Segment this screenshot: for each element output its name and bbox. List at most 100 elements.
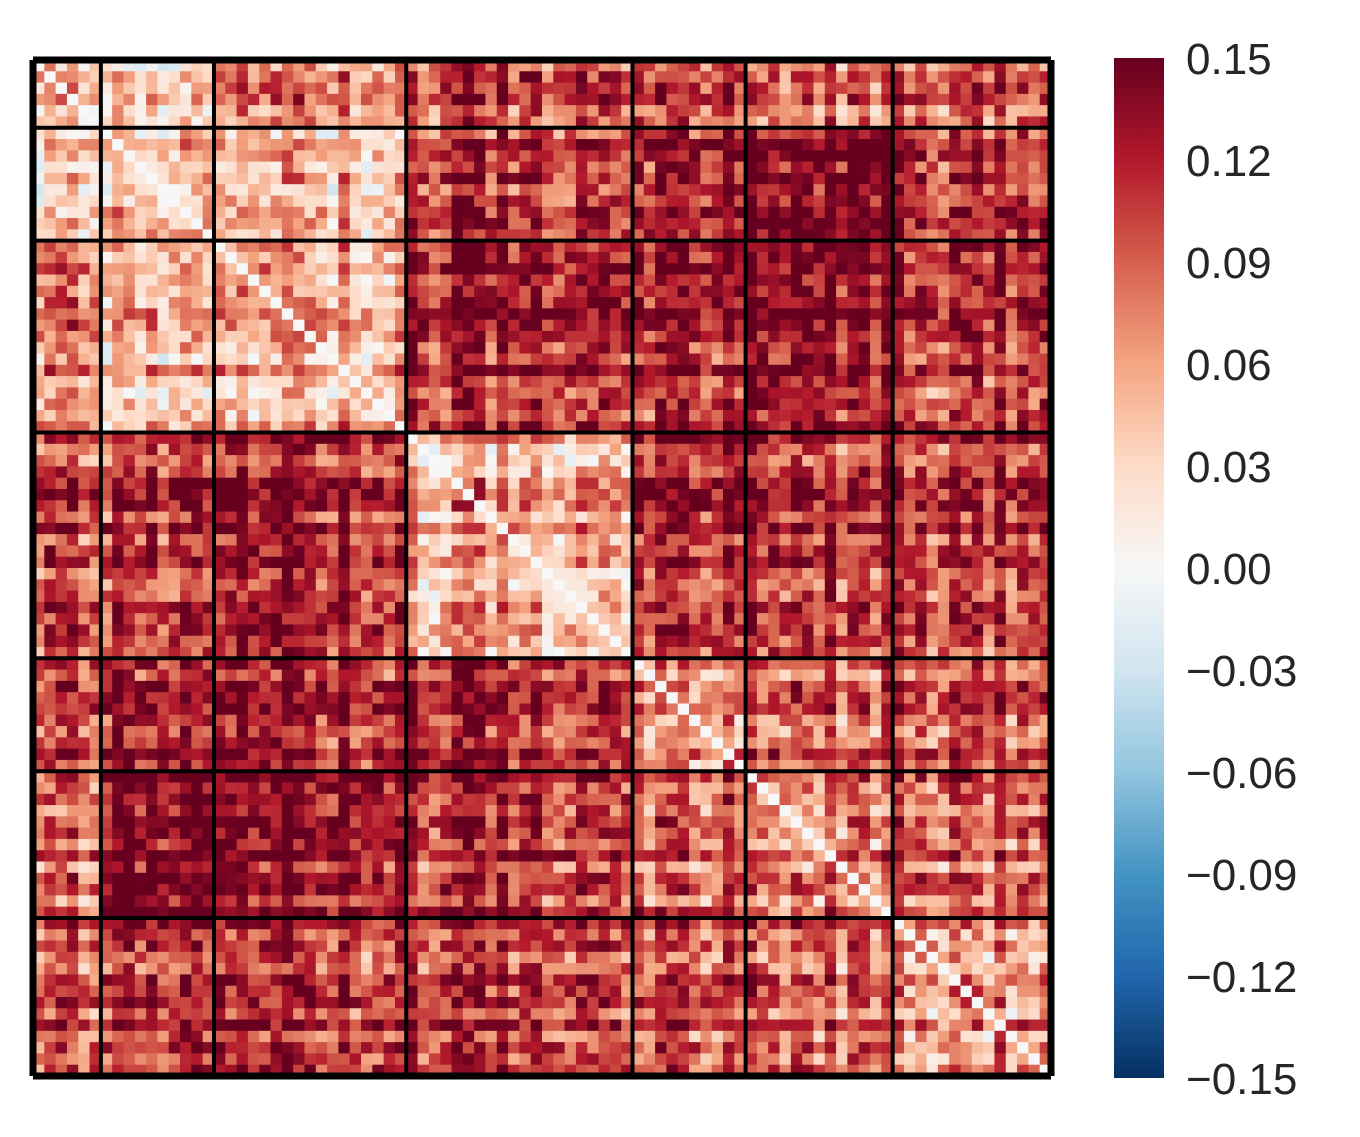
- heatmap-cell: [575, 342, 588, 355]
- heatmap-cell: [813, 229, 826, 242]
- heatmap-cell: [78, 82, 91, 95]
- heatmap-cell: [926, 139, 939, 151]
- heatmap-cell: [609, 522, 622, 535]
- heatmap-cell: [949, 161, 962, 174]
- heatmap-cell: [100, 488, 113, 501]
- heatmap-cell: [496, 127, 509, 140]
- heatmap-cell: [666, 297, 679, 309]
- heatmap-cell: [44, 421, 57, 434]
- heatmap-cell: [474, 161, 487, 174]
- heatmap-cell: [756, 398, 769, 411]
- heatmap-cell: [587, 534, 600, 547]
- heatmap-cell: [44, 274, 57, 287]
- heatmap-cell: [870, 240, 882, 253]
- heatmap-cell: [790, 488, 803, 501]
- heatmap-cell: [293, 82, 306, 95]
- heatmap-cell: [1039, 500, 1052, 513]
- heatmap-cell: [304, 511, 317, 524]
- heatmap-cell: [870, 601, 882, 614]
- heatmap-cell: [134, 308, 147, 321]
- heatmap-cell: [689, 432, 701, 445]
- heatmap-cell: [315, 421, 328, 434]
- heatmap-cell: [994, 60, 1007, 72]
- heatmap-cell: [983, 545, 996, 558]
- heatmap-cell: [361, 488, 373, 501]
- heatmap-cell: [281, 568, 294, 580]
- heatmap-cell: [677, 635, 690, 648]
- heatmap-cell: [564, 172, 577, 185]
- heatmap-cell: [89, 568, 102, 580]
- heatmap-cell: [779, 421, 792, 434]
- heatmap-cell: [1017, 590, 1029, 603]
- heatmap-cell: [191, 568, 204, 580]
- heatmap-cell: [55, 387, 68, 400]
- heatmap-cell: [293, 590, 306, 603]
- heatmap-cell: [689, 624, 701, 637]
- heatmap-cell: [768, 71, 781, 84]
- heatmap-cell: [1039, 658, 1052, 671]
- heatmap-cell: [293, 409, 306, 422]
- heatmap-cell: [881, 647, 894, 659]
- heatmap-cell: [700, 116, 713, 129]
- heatmap-cell: [779, 330, 792, 343]
- heatmap-cell: [89, 455, 102, 467]
- heatmap-cell: [406, 184, 419, 197]
- heatmap-cell: [485, 82, 498, 95]
- heatmap-cell: [824, 172, 837, 185]
- heatmap-cell: [315, 466, 328, 479]
- heatmap-cell: [858, 545, 871, 558]
- heatmap-cell: [926, 93, 939, 106]
- heatmap-cell: [722, 613, 735, 626]
- heatmap-cell: [496, 455, 509, 467]
- heatmap-cell: [949, 534, 962, 547]
- heatmap-cell: [575, 590, 588, 603]
- heatmap-cell: [870, 139, 882, 151]
- heatmap-cell: [213, 308, 226, 321]
- heatmap-cell: [553, 263, 566, 276]
- heatmap-cell: [813, 116, 826, 129]
- heatmap-cell: [406, 534, 419, 547]
- heatmap-cell: [790, 613, 803, 626]
- heatmap-cell: [349, 500, 362, 513]
- heatmap-cell: [790, 522, 803, 535]
- heatmap-cell: [338, 229, 351, 242]
- heatmap-cell: [802, 342, 815, 355]
- heatmap-cell: [134, 364, 147, 377]
- heatmap-cell: [643, 60, 656, 72]
- heatmap-cell: [66, 488, 79, 501]
- heatmap-cell: [553, 511, 566, 524]
- heatmap-cell: [971, 522, 984, 535]
- heatmap-cell: [247, 635, 260, 648]
- heatmap-cell: [428, 669, 441, 682]
- heatmap-cell: [689, 60, 701, 72]
- heatmap-cell: [553, 624, 566, 637]
- heatmap-cell: [55, 624, 68, 637]
- heatmap-cell: [1028, 274, 1041, 287]
- heatmap-cell: [485, 432, 498, 445]
- heatmap-cell: [157, 477, 170, 490]
- heatmap-cell: [44, 455, 57, 467]
- heatmap-cell: [485, 443, 498, 456]
- heatmap-cell: [836, 342, 848, 355]
- heatmap-cell: [892, 308, 905, 321]
- heatmap-cell: [361, 240, 373, 253]
- heatmap-cell: [225, 590, 238, 603]
- heatmap-cell: [677, 330, 690, 343]
- heatmap-cell: [530, 116, 543, 129]
- heatmap-cell: [146, 387, 159, 400]
- heatmap-cell: [994, 545, 1007, 558]
- heatmap-cell: [496, 376, 509, 388]
- heatmap-cell: [462, 601, 475, 614]
- heatmap-cell: [621, 139, 634, 151]
- heatmap-cell: [485, 240, 498, 253]
- heatmap-cell: [960, 93, 973, 106]
- heatmap-cell: [621, 534, 634, 547]
- heatmap-cell: [994, 353, 1007, 366]
- heatmap-cell: [677, 60, 690, 72]
- heatmap-cell: [553, 680, 566, 693]
- heatmap-cell: [508, 60, 520, 72]
- heatmap-cell: [485, 398, 498, 411]
- heatmap-cell: [745, 669, 758, 682]
- heatmap-cell: [168, 161, 181, 174]
- heatmap-cell: [643, 308, 656, 321]
